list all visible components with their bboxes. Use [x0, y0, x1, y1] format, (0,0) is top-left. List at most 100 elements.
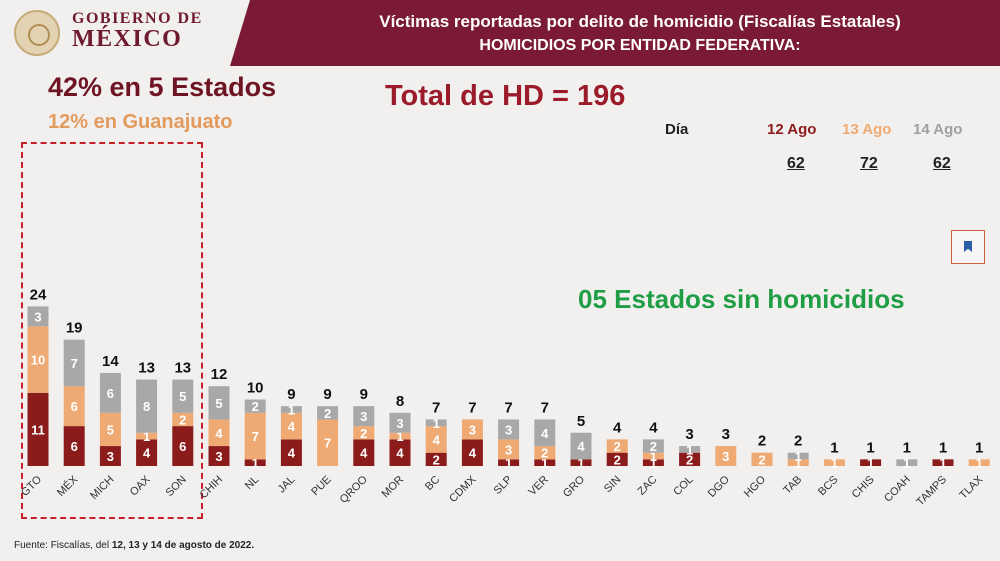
bar-total-label: 7 — [541, 399, 549, 416]
bar-total-label: 2 — [758, 433, 766, 450]
bar-segment-SON-day1 — [172, 426, 194, 466]
bar-segment-PUE-day2 — [317, 419, 339, 466]
bar-value-label: 1 — [831, 456, 838, 471]
bar-value-label: 2 — [614, 452, 621, 467]
bar-segment-VER-day2 — [534, 446, 556, 460]
logo-line1: GOBIERNO DE — [72, 10, 203, 27]
bar-segment-SON-day2 — [172, 412, 194, 427]
bar-total-label: 12 — [211, 366, 228, 383]
day-label: Día — [665, 121, 689, 138]
x-tick-label: QROO — [338, 473, 371, 506]
bar-segment-OAX-day1 — [136, 439, 158, 466]
x-tick-label: COAH — [882, 474, 913, 505]
bar-value-label: 7 — [252, 429, 259, 444]
x-tick-label: SON — [164, 474, 189, 499]
bar-segment-CHIH-day2 — [208, 419, 230, 447]
bar-total-label: 13 — [138, 360, 155, 377]
bar-segment-CDMX-day1 — [461, 439, 483, 466]
bar-segment-QROO-day1 — [353, 439, 375, 466]
bar-segment-MÉX-day3 — [63, 339, 85, 387]
bar-segment-GRO-day3 — [570, 432, 592, 460]
bar-total-label: 4 — [613, 419, 622, 436]
day-3-total: 62 — [933, 155, 951, 172]
bar-value-label: 2 — [324, 406, 331, 421]
bar-value-label: 3 — [722, 449, 729, 464]
bar-value-label: 2 — [360, 426, 367, 441]
top-five-highlight-box — [21, 142, 203, 519]
bar-segment-HGO-day2 — [751, 452, 773, 466]
page-title: Víctimas reportadas por delito de homici… — [379, 12, 901, 31]
bar-value-label: 4 — [143, 446, 151, 461]
bar-value-label: 1 — [577, 456, 584, 471]
header-bar: GOBIERNO DE MÉXICO Víctimas reportadas p… — [0, 0, 1000, 66]
bar-value-label: 1 — [505, 456, 512, 471]
x-tick-label: CHIS — [850, 474, 877, 501]
x-tick-label: TAMPS — [914, 474, 949, 509]
bar-value-label: 4 — [396, 446, 404, 461]
bar-total-label: 1 — [903, 439, 911, 456]
total-homicides: Total de HD = 196 — [385, 80, 626, 112]
bar-value-label: 11 — [31, 422, 45, 437]
bar-segment-MOR-day3 — [389, 412, 411, 433]
bar-total-label: 1 — [866, 439, 874, 456]
bar-total-label: 1 — [830, 439, 838, 456]
bar-segment-NL-day3 — [244, 399, 266, 413]
x-tick-label: NL — [243, 474, 261, 492]
x-tick-label: VER — [526, 474, 551, 499]
bar-total-label: 14 — [102, 353, 119, 370]
bar-value-label: 1 — [867, 456, 874, 471]
x-tick-label: ZAC — [635, 474, 659, 498]
x-tick-label: MICH — [88, 474, 116, 502]
bar-segment-BC-day1 — [425, 452, 447, 466]
x-tick-label: BC — [423, 474, 442, 493]
bar-segment-VER-day1 — [534, 459, 556, 466]
bar-total-label: 9 — [287, 386, 295, 403]
bar-segment-TAB-day3 — [787, 452, 809, 460]
bar-value-label: 1 — [903, 456, 910, 471]
bar-segment-OAX-day2 — [136, 432, 158, 440]
x-tick-label: PUE — [309, 474, 333, 498]
bar-segment-TAMPS-day1 — [932, 459, 954, 466]
bar-total-label: 9 — [323, 386, 331, 403]
x-tick-label: TAB — [781, 474, 804, 497]
x-tick-label: HGO — [742, 473, 769, 500]
bar-segment-COAH-day3 — [896, 459, 918, 466]
source-footnote: Fuente: Fiscalías, del 12, 13 y 14 de ag… — [14, 540, 254, 551]
bar-value-label: 3 — [469, 422, 476, 437]
bar-segment-BC-day3 — [425, 419, 447, 427]
government-seal-icon — [14, 10, 60, 56]
bar-value-label: 3 — [360, 409, 367, 424]
bar-value-label: 7 — [324, 436, 331, 451]
bookmark-icon[interactable] — [951, 230, 985, 264]
bar-total-label: 1 — [975, 439, 983, 456]
bar-segment-NL-day1 — [244, 459, 266, 466]
bar-total-label: 24 — [30, 286, 47, 303]
x-tick-label: COL — [671, 474, 695, 498]
bar-segment-NL-day2 — [244, 412, 266, 460]
bar-value-label: 1 — [686, 442, 693, 457]
bar-segment-SIN-day2 — [606, 439, 628, 453]
bar-value-label: 3 — [505, 422, 512, 437]
bar-value-label: 8 — [143, 399, 150, 414]
bar-total-label: 13 — [174, 360, 191, 377]
bar-segment-SLP-day2 — [498, 439, 520, 460]
bar-total-label: 2 — [794, 433, 802, 450]
bar-value-label: 2 — [686, 452, 693, 467]
bar-segment-CDMX-day2 — [461, 419, 483, 440]
bar-segment-MOR-day2 — [389, 432, 411, 440]
bar-value-label: 3 — [215, 449, 222, 464]
x-tick-label: GTO — [19, 473, 45, 499]
page-subtitle: HOMICIDIOS POR ENTIDAD FEDERATIVA: — [479, 37, 801, 54]
bar-value-label: 1 — [795, 449, 802, 464]
bar-total-label: 9 — [360, 386, 368, 403]
bar-value-label: 4 — [288, 419, 296, 434]
bar-total-label: 5 — [577, 413, 585, 430]
bar-segment-SLP-day1 — [498, 459, 520, 466]
day-1-total: 62 — [787, 155, 805, 172]
bar-segment-CHIH-day1 — [208, 446, 230, 466]
day-2-total: 72 — [860, 155, 878, 172]
bar-value-label: 2 — [433, 452, 440, 467]
bar-value-label: 1 — [541, 456, 548, 471]
bar-segment-SLP-day3 — [498, 419, 520, 440]
bar-segment-CHIS-day1 — [860, 459, 882, 466]
